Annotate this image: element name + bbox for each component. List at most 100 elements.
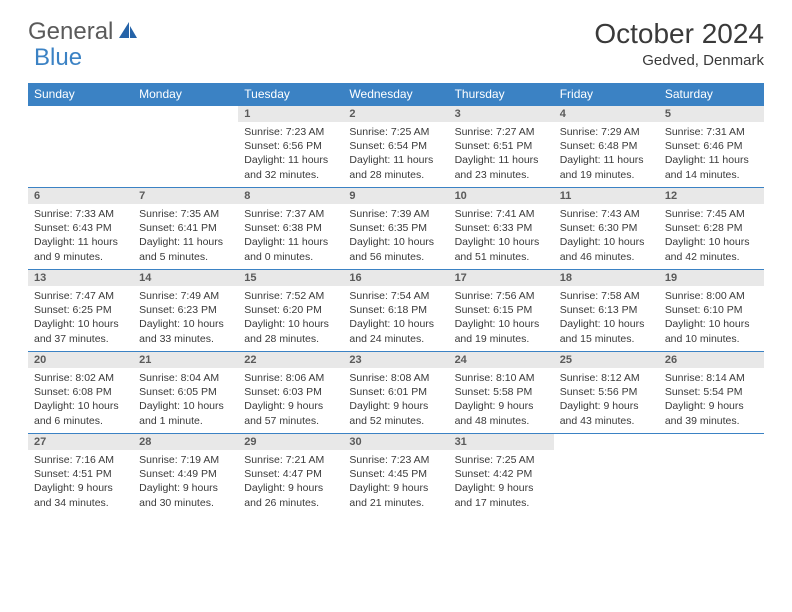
- daylight-text: Daylight: 9 hours and 34 minutes.: [34, 481, 127, 509]
- calendar-cell: 14Sunrise: 7:49 AMSunset: 6:23 PMDayligh…: [133, 270, 238, 352]
- daylight-text: Daylight: 9 hours and 17 minutes.: [455, 481, 548, 509]
- sunrise-text: Sunrise: 8:00 AM: [665, 289, 758, 303]
- sunrise-text: Sunrise: 8:14 AM: [665, 371, 758, 385]
- daylight-text: Daylight: 10 hours and 37 minutes.: [34, 317, 127, 345]
- day-number: 21: [133, 352, 238, 368]
- sunset-text: Sunset: 6:54 PM: [349, 139, 442, 153]
- day-number: 28: [133, 434, 238, 450]
- calendar-cell: ..: [28, 106, 133, 188]
- weekday-header: Wednesday: [343, 83, 448, 106]
- daylight-text: Daylight: 10 hours and 28 minutes.: [244, 317, 337, 345]
- daylight-text: Daylight: 10 hours and 15 minutes.: [560, 317, 653, 345]
- calendar-cell: 10Sunrise: 7:41 AMSunset: 6:33 PMDayligh…: [449, 188, 554, 270]
- day-content: Sunrise: 7:16 AMSunset: 4:51 PMDaylight:…: [28, 450, 133, 515]
- sunrise-text: Sunrise: 7:23 AM: [349, 453, 442, 467]
- sunset-text: Sunset: 4:49 PM: [139, 467, 232, 481]
- day-number: 26: [659, 352, 764, 368]
- day-content: Sunrise: 7:58 AMSunset: 6:13 PMDaylight:…: [554, 286, 659, 351]
- sunrise-text: Sunrise: 7:33 AM: [34, 207, 127, 221]
- sunset-text: Sunset: 6:15 PM: [455, 303, 548, 317]
- day-number: 22: [238, 352, 343, 368]
- sunrise-text: Sunrise: 7:58 AM: [560, 289, 653, 303]
- daylight-text: Daylight: 9 hours and 39 minutes.: [665, 399, 758, 427]
- month-title: October 2024: [594, 18, 764, 50]
- sunrise-text: Sunrise: 7:52 AM: [244, 289, 337, 303]
- day-number: 10: [449, 188, 554, 204]
- calendar-cell: 1Sunrise: 7:23 AMSunset: 6:56 PMDaylight…: [238, 106, 343, 188]
- day-content: Sunrise: 7:52 AMSunset: 6:20 PMDaylight:…: [238, 286, 343, 351]
- daylight-text: Daylight: 10 hours and 1 minute.: [139, 399, 232, 427]
- day-content: Sunrise: 7:31 AMSunset: 6:46 PMDaylight:…: [659, 122, 764, 187]
- sunset-text: Sunset: 6:20 PM: [244, 303, 337, 317]
- sunrise-text: Sunrise: 7:27 AM: [455, 125, 548, 139]
- daylight-text: Daylight: 9 hours and 57 minutes.: [244, 399, 337, 427]
- day-content: Sunrise: 8:14 AMSunset: 5:54 PMDaylight:…: [659, 368, 764, 433]
- daylight-text: Daylight: 9 hours and 30 minutes.: [139, 481, 232, 509]
- sunrise-text: Sunrise: 7:41 AM: [455, 207, 548, 221]
- sunset-text: Sunset: 6:18 PM: [349, 303, 442, 317]
- day-content: Sunrise: 7:43 AMSunset: 6:30 PMDaylight:…: [554, 204, 659, 269]
- calendar-row: 6Sunrise: 7:33 AMSunset: 6:43 PMDaylight…: [28, 188, 764, 270]
- sunset-text: Sunset: 4:47 PM: [244, 467, 337, 481]
- calendar-cell: 30Sunrise: 7:23 AMSunset: 4:45 PMDayligh…: [343, 434, 448, 516]
- calendar-cell: ..: [659, 434, 764, 516]
- day-content: Sunrise: 8:10 AMSunset: 5:58 PMDaylight:…: [449, 368, 554, 433]
- calendar-cell: 3Sunrise: 7:27 AMSunset: 6:51 PMDaylight…: [449, 106, 554, 188]
- daylight-text: Daylight: 11 hours and 19 minutes.: [560, 153, 653, 181]
- sunset-text: Sunset: 6:13 PM: [560, 303, 653, 317]
- daylight-text: Daylight: 10 hours and 19 minutes.: [455, 317, 548, 345]
- calendar-cell: 5Sunrise: 7:31 AMSunset: 6:46 PMDaylight…: [659, 106, 764, 188]
- day-number: 4: [554, 106, 659, 122]
- calendar-cell: 21Sunrise: 8:04 AMSunset: 6:05 PMDayligh…: [133, 352, 238, 434]
- day-number: 19: [659, 270, 764, 286]
- day-content: Sunrise: 7:23 AMSunset: 4:45 PMDaylight:…: [343, 450, 448, 515]
- day-content: Sunrise: 7:39 AMSunset: 6:35 PMDaylight:…: [343, 204, 448, 269]
- sunrise-text: Sunrise: 7:43 AM: [560, 207, 653, 221]
- day-number: 23: [343, 352, 448, 368]
- calendar-cell: 7Sunrise: 7:35 AMSunset: 6:41 PMDaylight…: [133, 188, 238, 270]
- day-content: Sunrise: 7:56 AMSunset: 6:15 PMDaylight:…: [449, 286, 554, 351]
- day-content: Sunrise: 8:02 AMSunset: 6:08 PMDaylight:…: [28, 368, 133, 433]
- sunrise-text: Sunrise: 7:31 AM: [665, 125, 758, 139]
- sunrise-text: Sunrise: 8:02 AM: [34, 371, 127, 385]
- day-content: Sunrise: 7:33 AMSunset: 6:43 PMDaylight:…: [28, 204, 133, 269]
- weekday-header: Sunday: [28, 83, 133, 106]
- daylight-text: Daylight: 11 hours and 14 minutes.: [665, 153, 758, 181]
- weekday-header: Friday: [554, 83, 659, 106]
- sunset-text: Sunset: 6:38 PM: [244, 221, 337, 235]
- sunrise-text: Sunrise: 7:19 AM: [139, 453, 232, 467]
- day-content: Sunrise: 7:47 AMSunset: 6:25 PMDaylight:…: [28, 286, 133, 351]
- header: General October 2024 Gedved, Denmark: [28, 18, 764, 69]
- sunset-text: Sunset: 5:54 PM: [665, 385, 758, 399]
- calendar-row: 13Sunrise: 7:47 AMSunset: 6:25 PMDayligh…: [28, 270, 764, 352]
- day-content: Sunrise: 7:45 AMSunset: 6:28 PMDaylight:…: [659, 204, 764, 269]
- calendar-cell: 27Sunrise: 7:16 AMSunset: 4:51 PMDayligh…: [28, 434, 133, 516]
- sunrise-text: Sunrise: 8:08 AM: [349, 371, 442, 385]
- weekday-header: Thursday: [449, 83, 554, 106]
- day-content: Sunrise: 8:04 AMSunset: 6:05 PMDaylight:…: [133, 368, 238, 433]
- calendar-cell: 23Sunrise: 8:08 AMSunset: 6:01 PMDayligh…: [343, 352, 448, 434]
- day-number: 12: [659, 188, 764, 204]
- day-number: 5: [659, 106, 764, 122]
- calendar-row: 20Sunrise: 8:02 AMSunset: 6:08 PMDayligh…: [28, 352, 764, 434]
- calendar-cell: 6Sunrise: 7:33 AMSunset: 6:43 PMDaylight…: [28, 188, 133, 270]
- day-number: 31: [449, 434, 554, 450]
- sunset-text: Sunset: 4:45 PM: [349, 467, 442, 481]
- calendar-cell: 20Sunrise: 8:02 AMSunset: 6:08 PMDayligh…: [28, 352, 133, 434]
- sunrise-text: Sunrise: 7:56 AM: [455, 289, 548, 303]
- daylight-text: Daylight: 11 hours and 9 minutes.: [34, 235, 127, 263]
- daylight-text: Daylight: 10 hours and 51 minutes.: [455, 235, 548, 263]
- sunset-text: Sunset: 6:51 PM: [455, 139, 548, 153]
- sunrise-text: Sunrise: 7:29 AM: [560, 125, 653, 139]
- sunset-text: Sunset: 5:58 PM: [455, 385, 548, 399]
- day-number: 16: [343, 270, 448, 286]
- calendar-cell: 28Sunrise: 7:19 AMSunset: 4:49 PMDayligh…: [133, 434, 238, 516]
- calendar-cell: 9Sunrise: 7:39 AMSunset: 6:35 PMDaylight…: [343, 188, 448, 270]
- calendar-cell: 13Sunrise: 7:47 AMSunset: 6:25 PMDayligh…: [28, 270, 133, 352]
- day-content: Sunrise: 7:23 AMSunset: 6:56 PMDaylight:…: [238, 122, 343, 187]
- brand-part2: Blue: [34, 44, 82, 72]
- sunrise-text: Sunrise: 7:25 AM: [455, 453, 548, 467]
- sunrise-text: Sunrise: 7:39 AM: [349, 207, 442, 221]
- day-content: Sunrise: 7:41 AMSunset: 6:33 PMDaylight:…: [449, 204, 554, 269]
- day-content: Sunrise: 7:19 AMSunset: 4:49 PMDaylight:…: [133, 450, 238, 515]
